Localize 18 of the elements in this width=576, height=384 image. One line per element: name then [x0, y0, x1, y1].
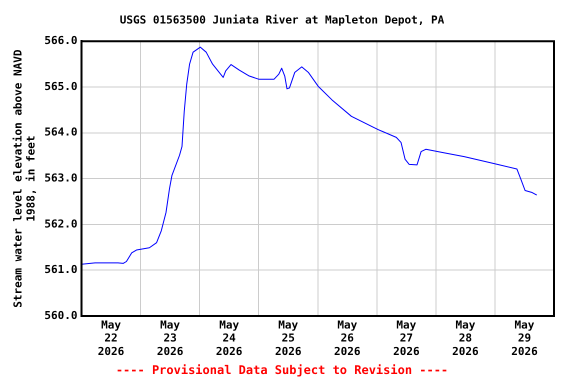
y-tick-label: 560.0	[44, 308, 78, 322]
y-tick-label: 565.0	[44, 80, 78, 93]
text: ---- Provisional Data Subject to Revision ----	[116, 362, 448, 377]
y-tick-label: 566.0	[44, 34, 78, 48]
x-tick-label: May 27 2026	[393, 318, 420, 358]
y-tick-label: 563.0	[44, 171, 78, 184]
x-tick-label: May 29 2026	[511, 318, 538, 358]
chart-title: USGS 01563500 Juniata River at Mapleton Depot, PA	[120, 13, 445, 26]
y-tick-label: 562.0	[44, 217, 78, 230]
x-tick-label: May 22 2026	[98, 318, 125, 358]
y-tick-label: 564.0	[44, 126, 78, 139]
y-tick-label: 561.0	[44, 263, 78, 276]
x-tick-label: May 25 2026	[274, 318, 302, 358]
y-axis-title: Stream water level elevation above NAVD 1988, in feet	[11, 49, 38, 308]
x-tick-label: May 26 2026	[334, 318, 361, 358]
x-tick-label: May 23 2026	[156, 318, 184, 358]
x-tick-label: May 24 2026	[216, 318, 243, 358]
x-tick-label: May 28 2026	[452, 318, 480, 358]
